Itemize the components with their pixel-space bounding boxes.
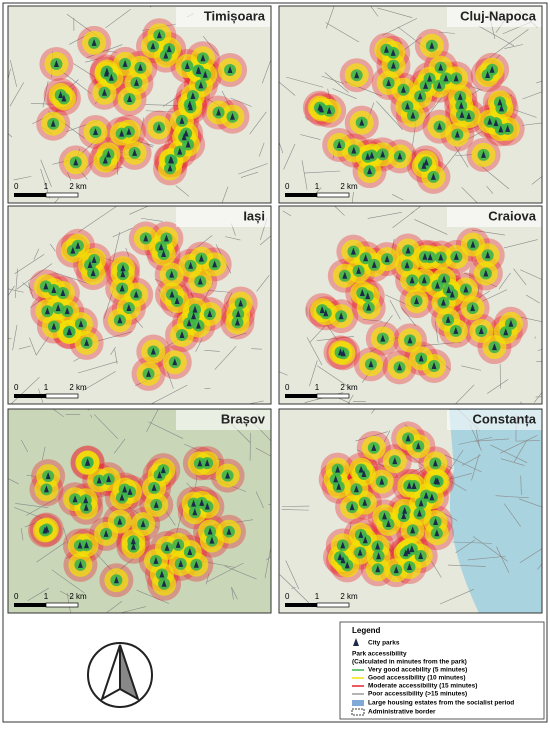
scale-bar-white <box>46 603 78 607</box>
scale-bar-black <box>14 394 46 398</box>
legend-label: Good accessibility (10 minutes) <box>368 675 466 682</box>
scale-label: 2 km <box>69 592 87 601</box>
compass-right <box>120 645 138 699</box>
city-name: Timișoara <box>204 8 266 23</box>
legend-label: Very good accebility (5 minutes) <box>368 667 467 674</box>
scale-label: 1 <box>315 592 320 601</box>
maps: Timișoara 0 1 2 km Cluj-Napoca 0 1 2 km Iași 0 1 2 … <box>0 0 550 628</box>
compass-left <box>102 645 120 699</box>
legend-housing-swatch <box>352 700 364 706</box>
scale-label: 2 km <box>69 383 87 392</box>
map-panel: Cluj-Napoca 0 1 2 km <box>273 0 550 210</box>
scale-label: 0 <box>285 182 290 191</box>
legend: Legend City parks Park accessibility(Calcu… <box>340 622 544 719</box>
scale-label: 2 km <box>340 182 358 191</box>
scale-label: 2 km <box>69 182 87 191</box>
scale-label: 1 <box>44 182 49 191</box>
scale-bar-white <box>317 394 349 398</box>
map-panel: Iași 0 1 2 km <box>0 198 282 408</box>
city-name: Constanța <box>472 411 536 426</box>
legend-heading: Park accessibility <box>352 651 407 658</box>
scale-label: 2 km <box>340 383 358 392</box>
legend-parks: City parks <box>368 640 400 647</box>
scale-bar-white <box>46 394 78 398</box>
map-panel: Brașov 0 1 2 km <box>4 390 299 628</box>
scale-label: 0 <box>14 383 19 392</box>
scale-bar-black <box>285 193 317 197</box>
scale-label: 0 <box>14 592 19 601</box>
scale-label: 0 <box>285 383 290 392</box>
scale-bar-white <box>317 193 349 197</box>
scale-label: 1 <box>315 182 320 191</box>
map-panel: Constanța 0 1 2 km <box>279 384 550 613</box>
scale-bar-white <box>317 603 349 607</box>
city-name: Brașov <box>221 411 266 426</box>
legend-label: Moderate accessibility (15 minutes) <box>368 683 477 690</box>
scale-bar-black <box>285 603 317 607</box>
city-name: Cluj-Napoca <box>460 8 537 23</box>
scale-label: 1 <box>44 383 49 392</box>
north-arrow <box>88 643 152 707</box>
map-panel: Craiova 0 1 2 km <box>255 206 550 426</box>
scale-bar-black <box>14 603 46 607</box>
scale-label: 1 <box>44 592 49 601</box>
scale-bar-black <box>14 193 46 197</box>
legend-label: Large housing estates from the socialist… <box>368 700 514 707</box>
scale-label: 0 <box>14 182 19 191</box>
scale-label: 0 <box>285 592 290 601</box>
legend-subheading: (Calculated in minutes from the park) <box>352 659 467 666</box>
scale-label: 2 km <box>340 592 358 601</box>
city-name: Iași <box>243 208 265 223</box>
legend-label: Poor accessibility (>15 minutes) <box>368 691 467 698</box>
scale-bar-black <box>285 394 317 398</box>
scale-label: 1 <box>315 383 320 392</box>
scale-bar-white <box>46 193 78 197</box>
map-panel: Timișoara 0 1 2 km <box>0 0 271 217</box>
legend-label: Administrative border <box>368 709 436 716</box>
city-name: Craiova <box>488 208 536 223</box>
legend-title: Legend <box>352 626 381 635</box>
